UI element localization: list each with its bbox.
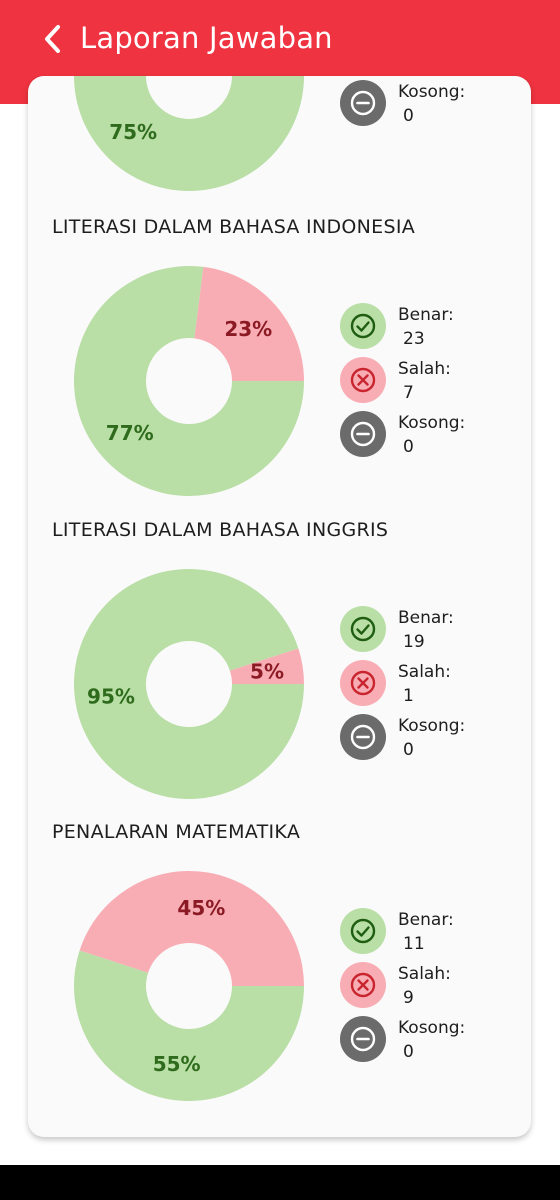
page-title: Laporan Jawaban [80, 21, 333, 55]
donut-chart: 95% 5% [74, 569, 304, 799]
legend-value: 9 [403, 988, 414, 1008]
legend-value: 7 [403, 383, 414, 403]
legend-label: Salah: [398, 964, 451, 984]
legend-label: Salah: [398, 359, 451, 379]
benar-percent-label: 95% [87, 684, 135, 708]
legend: Benar: 23 Salah: 7 Kosong: 0 [340, 303, 500, 465]
legend-kosong: Kosong: 0 [340, 411, 500, 465]
legend-value: 19 [403, 632, 425, 652]
legend-label: Kosong: [398, 716, 466, 736]
legend-label: Kosong: [398, 1018, 466, 1038]
legend-label: Benar: [398, 305, 454, 325]
legend-kosong: Kosong: 0 [340, 1016, 500, 1070]
section-title: LITERASI DALAM BAHASA INDONESIA [52, 216, 416, 238]
check-circle-icon [340, 303, 386, 349]
salah-percent-label: 5% [250, 660, 284, 684]
legend-benar: Benar: 19 [340, 606, 500, 660]
salah-slice [194, 266, 304, 381]
benar-slice [74, 266, 304, 496]
benar-slice [74, 950, 304, 1101]
legend-label: Benar: [398, 608, 454, 628]
benar-slice [74, 569, 304, 799]
legend-label: Kosong: [398, 82, 466, 102]
legend-value: 0 [403, 106, 414, 126]
report-card[interactable]: 75% Salah: 5 Kosong: 0 LITERASI DALAM BA… [28, 76, 531, 1137]
legend-value: 0 [403, 740, 414, 760]
minus-circle-icon [340, 1016, 386, 1062]
minus-circle-icon [340, 411, 386, 457]
cross-circle-icon [340, 962, 386, 1008]
system-nav-bar [0, 1165, 560, 1200]
minus-circle-icon [340, 80, 386, 126]
salah-slice [79, 871, 304, 986]
salah-percent-label: 45% [177, 896, 225, 920]
benar-percent-label: 77% [106, 421, 154, 445]
benar-percent-label: 75% [109, 120, 157, 144]
legend-kosong: Kosong: 0 [340, 80, 500, 134]
check-circle-icon [340, 606, 386, 652]
legend-salah: Salah: 7 [340, 357, 500, 411]
section-title: LITERASI DALAM BAHASA INGGRIS [52, 519, 389, 541]
salah-percent-label: 23% [224, 317, 272, 341]
minus-circle-icon [340, 714, 386, 760]
donut-chart: 77% 23% [74, 266, 304, 496]
legend-value: 11 [403, 934, 425, 954]
legend-salah: Salah: 9 [340, 962, 500, 1016]
legend: Salah: 5 Kosong: 0 [340, 76, 500, 134]
legend-value: 0 [403, 437, 414, 457]
chevron-left-icon [45, 25, 60, 53]
donut-svg: 55% 45% [74, 871, 304, 1101]
donut-chart: 75% [74, 76, 304, 191]
donut-chart: 55% 45% [74, 871, 304, 1101]
donut-svg: 77% 23% [74, 266, 304, 496]
legend-salah: Salah: 1 [340, 660, 500, 714]
legend-label: Benar: [398, 910, 454, 930]
legend-label: Kosong: [398, 413, 466, 433]
benar-slice [74, 76, 304, 191]
section-title: PENALARAN MATEMATIKA [52, 821, 301, 843]
legend-kosong: Kosong: 0 [340, 714, 500, 768]
legend: Benar: 19 Salah: 1 Kosong: 0 [340, 606, 500, 768]
legend-benar: Benar: 11 [340, 908, 500, 962]
salah-slice [229, 648, 304, 684]
legend-value: 0 [403, 1042, 414, 1062]
benar-percent-label: 55% [153, 1052, 201, 1076]
donut-svg: 75% [74, 76, 304, 191]
cross-circle-icon [340, 357, 386, 403]
back-button[interactable] [36, 22, 70, 56]
legend-value: 23 [403, 329, 425, 349]
check-circle-icon [340, 908, 386, 954]
legend: Benar: 11 Salah: 9 Kosong: 0 [340, 908, 500, 1070]
cross-circle-icon [340, 660, 386, 706]
legend-label: Salah: [398, 662, 451, 682]
legend-benar: Benar: 23 [340, 303, 500, 357]
donut-svg: 95% 5% [74, 569, 304, 799]
legend-value: 1 [403, 686, 414, 706]
